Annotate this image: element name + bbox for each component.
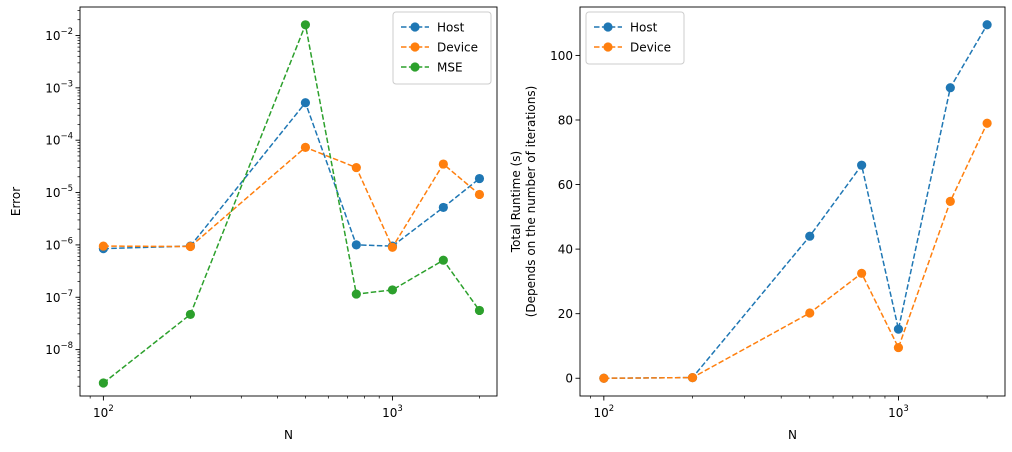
data-point-device	[98, 241, 108, 251]
data-point-mse	[474, 305, 485, 316]
y-axis-label: (Depends on the number of iterations)	[524, 86, 538, 318]
data-point-host	[351, 240, 361, 250]
y-tick-label: 10−5	[45, 184, 73, 200]
y-axis-label: Error	[9, 187, 23, 216]
data-point-device	[474, 189, 485, 200]
data-point-host	[982, 20, 992, 30]
data-point-host	[893, 324, 904, 334]
legend-label-device: Device	[437, 41, 478, 55]
y-tick-label: 60	[558, 178, 573, 192]
data-point-host	[857, 160, 867, 170]
data-point-host	[474, 173, 485, 184]
chart-panel-1: 102 103 10−8 10−7 10−6 10−5 10−4 10−3 10−2 N Error…	[9, 6, 498, 442]
data-point-device	[857, 268, 867, 278]
legend-marker-host	[410, 22, 420, 32]
chart-panel-2: 102 103 0 20 40 60 80 100 N Total Runtime (s) (Dep…	[509, 6, 1006, 442]
data-point-device	[805, 308, 815, 318]
data-point-mse	[387, 285, 398, 295]
legend-label-mse: MSE	[437, 61, 463, 75]
x-tick-label: 102	[93, 404, 114, 420]
axes-frame	[579, 6, 1006, 397]
legend-marker-host	[603, 22, 613, 32]
data-point-mse	[300, 20, 311, 30]
data-point-host	[945, 83, 955, 93]
y-tick-label: 100	[550, 49, 573, 63]
x-tick-label: 103	[888, 404, 909, 420]
legend-label-host: Host	[630, 21, 658, 35]
y-tick-label: 10−2	[45, 27, 73, 43]
data-point-device	[893, 342, 904, 353]
data-point-device	[300, 142, 311, 152]
x-tick-label: 103	[382, 404, 403, 420]
legend-marker-device	[410, 42, 420, 52]
x-axis-label: N	[284, 428, 293, 442]
legend-marker-device	[603, 42, 613, 52]
x-axis-label: N	[788, 428, 797, 442]
data-point-device	[387, 242, 398, 252]
series-line-device	[103, 146, 480, 249]
legend-marker-mse	[410, 62, 420, 72]
data-point-device	[982, 118, 992, 128]
legend-label-device: Device	[630, 41, 671, 55]
legend: Host Device MSE	[392, 11, 492, 85]
data-point-host	[805, 231, 815, 241]
data-point-device	[599, 373, 609, 383]
data-point-device	[185, 241, 196, 252]
legend: Host Device	[585, 11, 685, 65]
data-point-mse	[438, 255, 448, 265]
y-tick-label: 10−3	[45, 79, 73, 95]
axes-frame	[79, 6, 498, 397]
series-line-host	[103, 101, 480, 250]
data-point-device	[351, 162, 361, 173]
data-point-device	[945, 196, 955, 206]
y-tick-label: 20	[558, 307, 573, 321]
y-tick-label: 10−6	[45, 236, 73, 252]
y-tick-label: 0	[565, 372, 573, 386]
series-line-host	[603, 24, 988, 379]
y-tick-label: 80	[558, 113, 573, 127]
y-tick-label: 10−4	[45, 132, 73, 148]
data-point-host	[438, 202, 448, 213]
data-point-device	[687, 372, 698, 383]
legend-label-host: Host	[437, 21, 465, 35]
y-tick-label: 10−8	[45, 341, 73, 357]
y-axis-label: Total Runtime (s)	[509, 151, 523, 253]
y-tick-label: 40	[558, 243, 573, 257]
data-point-host	[300, 98, 311, 108]
x-tick-label: 102	[593, 404, 614, 420]
y-tick-label: 10−7	[45, 289, 73, 305]
data-point-mse	[185, 309, 196, 320]
series-line-device	[603, 122, 988, 379]
data-point-device	[438, 159, 448, 169]
data-point-mse	[98, 378, 108, 388]
data-point-mse	[351, 289, 361, 299]
